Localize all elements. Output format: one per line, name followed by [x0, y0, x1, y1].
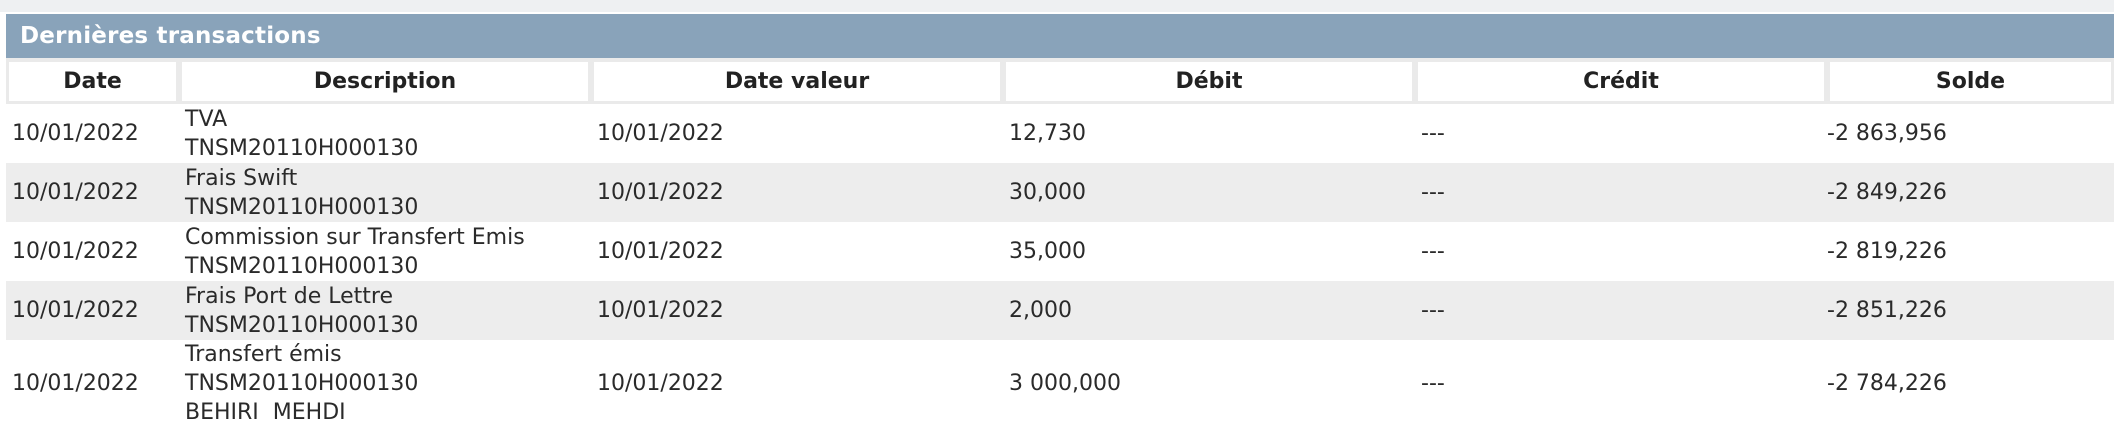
- cell-description: Commission sur Transfert Emis TNSM20110H…: [179, 222, 591, 281]
- transactions-panel: Dernières transactions Date Description …: [6, 14, 2114, 444]
- cell-solde: -2 851,226: [1827, 281, 2114, 340]
- table-row[interactable]: 10/01/2022 Commission sur Transfert Emis…: [6, 222, 2114, 281]
- cell-credit: ---: [1421, 239, 1445, 264]
- cell-solde: -2 784,226: [1827, 371, 1947, 396]
- cell-solde: -2 849,226: [1827, 163, 2114, 222]
- description-line: Frais Port de Lettre: [185, 283, 394, 309]
- col-header-description[interactable]: Description: [179, 58, 591, 104]
- top-strip: [0, 0, 2114, 12]
- table-row[interactable]: 10/01/2022 TVA TNSM20110H000130 10/01/20…: [6, 104, 2114, 163]
- cell-description: TVA TNSM20110H000130: [179, 104, 591, 163]
- cell-date-valeur: 10/01/2022: [597, 239, 724, 264]
- cell-credit: ---: [1421, 371, 1445, 396]
- description-line: Commission sur Transfert Emis: [185, 224, 525, 250]
- description-reference: TNSM20110H000130: [185, 253, 419, 279]
- cell-date: 10/01/2022: [12, 121, 139, 146]
- cell-credit: ---: [1415, 163, 1827, 222]
- description-reference: TNSM20110H000130: [185, 371, 419, 396]
- cell-date: 10/01/2022: [6, 281, 179, 340]
- transactions-table: Date Description Date valeur Débit Crédi…: [6, 58, 2114, 427]
- cell-description: Transfert émis TNSM20110H000130 BEHIRI M…: [179, 340, 591, 427]
- col-header-date[interactable]: Date: [6, 58, 179, 104]
- cell-description: Frais Swift TNSM20110H000130: [179, 163, 591, 222]
- col-header-solde[interactable]: Solde: [1827, 58, 2114, 104]
- description-line: Transfert émis: [185, 342, 342, 367]
- cell-date: 10/01/2022: [6, 163, 179, 222]
- description-line: Frais Swift: [185, 165, 298, 191]
- cell-debit: 3 000,000: [1009, 371, 1121, 396]
- cell-solde: -2 863,956: [1827, 121, 1947, 146]
- table-row[interactable]: 10/01/2022 Frais Port de Lettre TNSM2011…: [6, 281, 2114, 340]
- cell-date-valeur: 10/01/2022: [597, 121, 724, 146]
- cell-date: 10/01/2022: [12, 371, 139, 396]
- description-line: TVA: [185, 106, 228, 132]
- cell-date-valeur: 10/01/2022: [591, 281, 1003, 340]
- cell-date: 10/01/2022: [12, 239, 139, 264]
- cell-debit: 12,730: [1009, 121, 1086, 146]
- cell-credit: ---: [1415, 281, 1827, 340]
- cell-date-valeur: 10/01/2022: [597, 371, 724, 396]
- description-reference: TNSM20110H000130: [185, 194, 419, 220]
- description-reference: TNSM20110H000130: [185, 312, 419, 338]
- panel-title: Dernières transactions: [6, 14, 2114, 58]
- cell-credit: ---: [1421, 121, 1445, 146]
- description-beneficiary: BEHIRI MEHDI: [185, 400, 346, 425]
- table-row[interactable]: 10/01/2022 Frais Swift TNSM20110H000130 …: [6, 163, 2114, 222]
- table-header-row: Date Description Date valeur Débit Crédi…: [6, 58, 2114, 104]
- cell-solde: -2 819,226: [1827, 239, 1947, 264]
- cell-debit: 2,000: [1003, 281, 1415, 340]
- description-reference: TNSM20110H000130: [185, 135, 419, 161]
- table-row[interactable]: 10/01/2022 Transfert émis TNSM20110H0001…: [6, 340, 2114, 427]
- cell-date-valeur: 10/01/2022: [591, 163, 1003, 222]
- cell-debit: 30,000: [1003, 163, 1415, 222]
- col-header-date-valeur[interactable]: Date valeur: [591, 58, 1003, 104]
- col-header-credit[interactable]: Crédit: [1415, 58, 1827, 104]
- cell-description: Frais Port de Lettre TNSM20110H000130: [179, 281, 591, 340]
- cell-debit: 35,000: [1009, 239, 1086, 264]
- col-header-debit[interactable]: Débit: [1003, 58, 1415, 104]
